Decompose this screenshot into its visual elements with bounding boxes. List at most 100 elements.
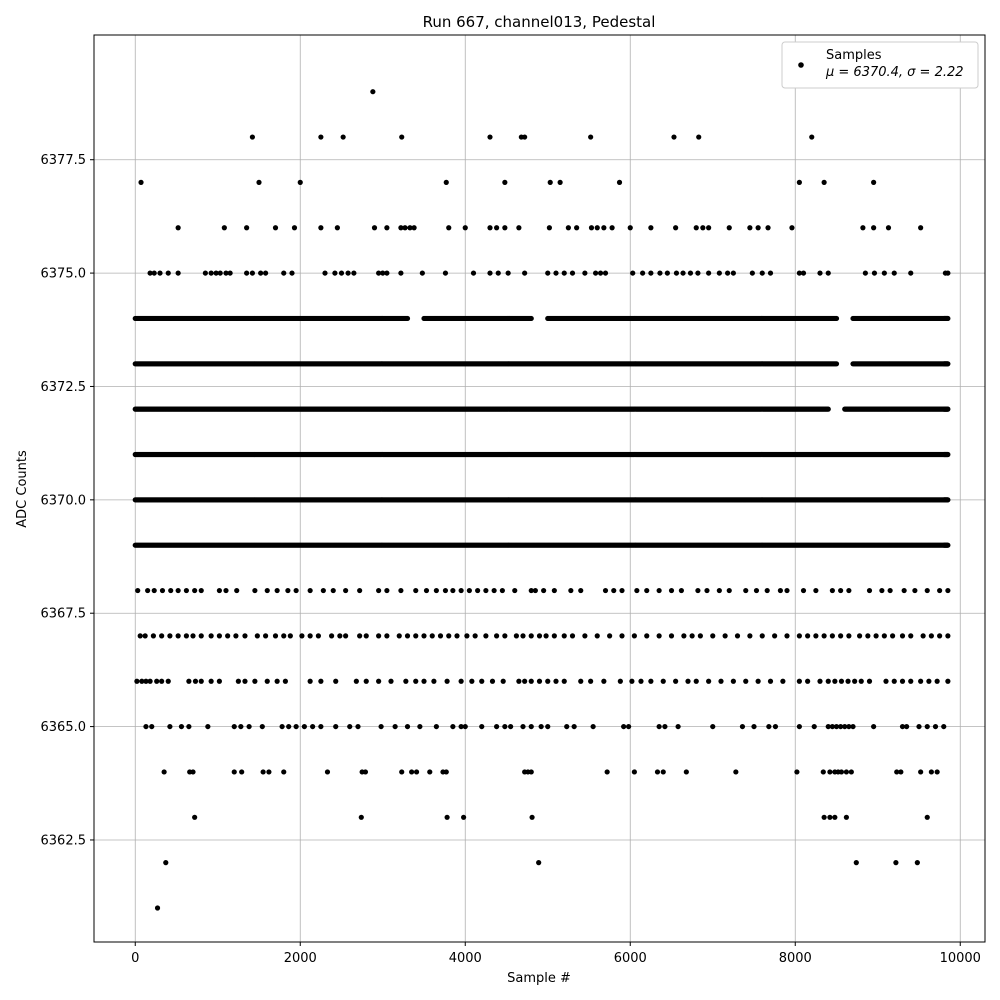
data-point	[190, 633, 196, 639]
data-point	[217, 270, 223, 276]
data-point	[221, 225, 227, 231]
data-point	[593, 270, 599, 276]
data-point	[402, 225, 408, 231]
data-point	[274, 587, 280, 594]
data-point	[528, 633, 534, 639]
data-point	[233, 633, 239, 639]
data-point	[817, 270, 823, 276]
data-point	[890, 633, 896, 639]
data-point	[340, 134, 346, 140]
data-point	[249, 270, 255, 276]
data-point	[891, 270, 897, 276]
data-point	[167, 633, 173, 639]
data-point	[546, 225, 553, 231]
data-point	[363, 633, 369, 639]
data-point	[696, 134, 702, 140]
data-point	[272, 225, 279, 231]
data-point	[846, 633, 852, 639]
data-point	[216, 633, 222, 639]
data-point	[597, 270, 604, 276]
data-point	[487, 225, 493, 231]
data-point	[137, 633, 143, 639]
data-point	[249, 134, 255, 140]
data-point	[512, 587, 518, 594]
data-point	[908, 270, 914, 276]
data-point	[945, 406, 951, 412]
data-point	[678, 587, 685, 594]
data-point	[594, 633, 600, 639]
data-point	[609, 225, 615, 231]
data-point	[800, 587, 807, 594]
data-point	[168, 587, 174, 594]
data-point	[384, 270, 390, 276]
data-point	[227, 270, 233, 276]
data-point	[332, 270, 338, 276]
data-point	[569, 270, 576, 276]
data-point	[454, 633, 460, 639]
data-point	[502, 633, 508, 639]
data-point	[800, 270, 807, 276]
data-point	[928, 633, 934, 639]
data-point	[291, 225, 298, 231]
data-point	[695, 270, 701, 276]
data-point	[281, 633, 287, 639]
data-point	[450, 587, 456, 594]
data-point	[873, 633, 879, 639]
data-point	[322, 270, 328, 276]
data-point	[483, 587, 489, 594]
data-point	[404, 633, 411, 639]
data-point	[384, 633, 390, 639]
data-point	[695, 587, 701, 594]
data-point	[202, 270, 208, 276]
data-point	[601, 225, 607, 231]
data-point	[569, 633, 576, 639]
data-point	[491, 587, 497, 594]
data-point	[789, 225, 795, 231]
data-point	[857, 633, 863, 639]
data-point	[357, 633, 363, 639]
data-point	[343, 587, 349, 594]
data-point	[198, 587, 204, 594]
data-point	[607, 633, 613, 639]
data-point	[821, 179, 827, 185]
data-point	[351, 270, 357, 276]
data-point	[495, 270, 501, 276]
data-point	[186, 678, 192, 684]
data-point	[838, 587, 844, 594]
data-point	[568, 587, 574, 594]
data-point	[208, 633, 214, 639]
data-point	[747, 225, 753, 231]
data-point	[689, 633, 695, 639]
data-point	[462, 225, 468, 231]
data-point	[287, 633, 293, 639]
data-point	[681, 633, 687, 639]
data-point	[263, 270, 269, 276]
data-point	[135, 587, 141, 594]
data-point	[656, 633, 662, 639]
data-point	[945, 361, 951, 367]
data-point	[734, 633, 741, 639]
data-point	[945, 270, 951, 276]
data-point	[726, 587, 732, 594]
data-point	[208, 270, 214, 276]
data-point	[920, 633, 926, 639]
data-point	[673, 225, 679, 231]
data-point	[272, 633, 279, 639]
data-point	[334, 225, 340, 231]
data-point	[475, 587, 481, 594]
data-point	[887, 587, 893, 594]
data-point	[242, 633, 248, 639]
data-point	[644, 587, 650, 594]
data-point	[765, 225, 771, 231]
data-point	[730, 270, 736, 276]
data-point	[175, 633, 181, 639]
data-point	[805, 633, 811, 639]
data-point	[505, 270, 511, 276]
data-point	[343, 633, 349, 639]
data-point	[281, 270, 287, 276]
data-point	[759, 270, 765, 276]
data-point	[532, 587, 538, 594]
data-point	[668, 587, 675, 594]
data-point	[664, 270, 670, 276]
